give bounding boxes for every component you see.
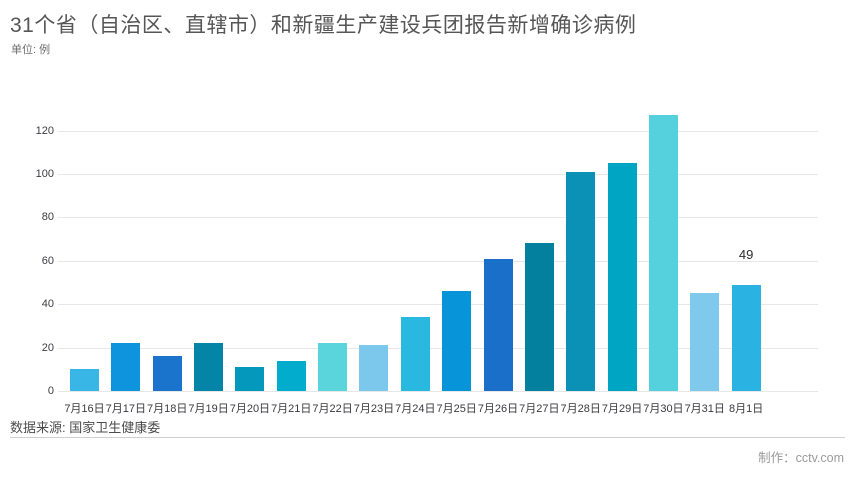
y-axis-tick-label: 100: [35, 168, 54, 180]
gridline: [58, 304, 818, 306]
bar-7月24日: [400, 317, 430, 391]
footer-divider: [10, 437, 845, 438]
x-axis-tick-label: 7月23日: [353, 403, 395, 415]
y-axis-tick-label: 60: [41, 254, 54, 267]
bar-7月28日: [566, 171, 596, 391]
bar-7月22日: [318, 343, 348, 391]
y-axis-tick-label: 120: [35, 124, 54, 137]
unit-label: 单位: 例: [11, 44, 51, 56]
x-axis-tick-label: 7月21日: [271, 403, 312, 415]
data-source-label: 数据来源: 国家卫生健康委: [10, 420, 161, 435]
x-axis-tick-label: 7月28日: [560, 403, 601, 415]
bar-7月30日: [648, 115, 678, 391]
chart-title: 31个省（自治区、直辖市）和新疆生产建设兵团报告新增确诊病例: [10, 14, 637, 37]
x-axis-tick-label: 7月31日: [684, 403, 725, 415]
bar-7月27日: [524, 243, 554, 391]
x-axis-tick-label: 7月30日: [643, 403, 684, 415]
y-axis-tick-label: 80: [41, 211, 54, 224]
x-axis-tick-label: 7月19日: [188, 403, 229, 415]
gridline: [58, 174, 818, 175]
gridline: [58, 130, 818, 132]
bar-7月31日: [690, 293, 720, 391]
x-axis-tick-label: 7月16日: [64, 403, 105, 415]
bar-7月25日: [442, 291, 472, 391]
bar-7月18日: [152, 356, 182, 391]
x-axis-tick-label: 7月22日: [312, 403, 353, 415]
bar-7月21日: [276, 360, 306, 391]
bar-7月26日: [483, 258, 513, 391]
x-axis-tick-label: 7月17日: [105, 403, 147, 415]
x-axis-tick-label: 7月20日: [229, 403, 271, 415]
bar-7月19日: [194, 343, 224, 391]
x-axis-tick-label: 7月24日: [395, 403, 436, 415]
bar-value-label: 49: [738, 246, 754, 262]
x-axis-tick-label: 8月1日: [728, 403, 764, 415]
bar-7月23日: [359, 345, 389, 391]
bar-7月29日: [607, 163, 637, 391]
credit-label: 制作：cctv.com: [758, 451, 844, 465]
gridline: [58, 391, 818, 392]
bar-8月1日: [731, 284, 761, 391]
gridline: [58, 260, 818, 262]
x-axis-tick-label: 7月26日: [477, 403, 519, 415]
y-axis-tick-label: 0: [47, 385, 54, 397]
bar-7月17日: [111, 343, 141, 391]
x-axis-tick-label: 7月27日: [519, 403, 560, 415]
x-axis-tick-label: 7月25日: [436, 403, 477, 415]
gridline: [58, 217, 818, 219]
bar-7月16日: [70, 369, 99, 391]
y-axis-tick-label: 40: [41, 298, 54, 311]
y-axis-tick-label: 20: [41, 341, 54, 354]
x-axis-tick-label: 7月18日: [147, 403, 188, 415]
bar-7月20日: [235, 367, 265, 391]
x-axis-tick-label: 7月29日: [601, 403, 643, 415]
gridline: [58, 347, 818, 349]
